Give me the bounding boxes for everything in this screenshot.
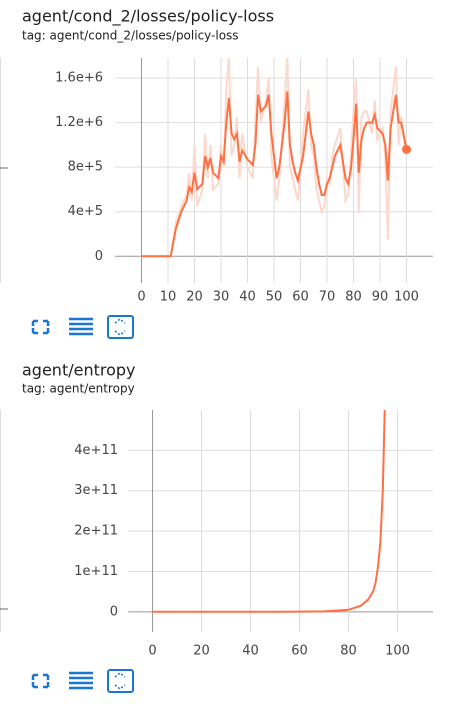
x-tick-label: 100 xyxy=(385,644,410,659)
y-tick-label: 3e+11 xyxy=(74,483,118,498)
x-tick-label: 10 xyxy=(160,290,177,305)
y-tick-label: 8e+5 xyxy=(68,160,103,175)
chart-subtitle: tag: agent/cond_2/losses/policy-loss xyxy=(22,29,239,43)
x-tick-label: 20 xyxy=(193,644,210,659)
x-tick-label: 0 xyxy=(148,644,156,659)
x-tick-label: 40 xyxy=(239,290,256,305)
series-line xyxy=(152,410,386,613)
y-tick-label: 0 xyxy=(110,604,118,619)
series-line xyxy=(141,91,408,258)
fit-domain-button[interactable] xyxy=(107,315,134,339)
x-tick-label: 60 xyxy=(291,644,308,659)
x-tick-label: 50 xyxy=(266,290,283,305)
y-tick-label: 0 xyxy=(95,249,103,264)
neighbor-edges xyxy=(0,58,8,632)
x-tick-label: 0 xyxy=(137,290,145,305)
fit-domain-icon xyxy=(114,672,126,690)
y-tick-label: 2e+11 xyxy=(74,524,118,539)
y-tick-label: 1.2e+6 xyxy=(55,115,103,130)
x-tick-label: 80 xyxy=(340,644,357,659)
x-tick-label: 30 xyxy=(213,290,230,305)
chart-title: agent/cond_2/losses/policy-loss xyxy=(22,7,274,27)
toolbar xyxy=(31,669,134,693)
x-tick-label: 80 xyxy=(345,290,362,305)
fullscreen-button[interactable] xyxy=(31,319,50,335)
x-tick-label: 60 xyxy=(292,290,309,305)
last-point xyxy=(402,144,411,154)
chart-title: agent/entropy xyxy=(22,361,136,380)
chart-subtitle: tag: agent/entropy xyxy=(22,382,135,396)
x-tick-label: 40 xyxy=(242,644,259,659)
x-tick-label: 90 xyxy=(372,290,389,305)
x-tick-label: 20 xyxy=(186,290,203,305)
y-tick-label: 4e+5 xyxy=(68,204,103,219)
toolbar xyxy=(31,315,134,339)
fit-domain-button[interactable] xyxy=(107,669,134,693)
toggle-log-button[interactable] xyxy=(69,671,93,690)
y-tick-label: 1e+11 xyxy=(74,564,118,579)
fullscreen-button[interactable] xyxy=(31,673,50,689)
y-tick-label: 4e+11 xyxy=(74,443,118,458)
x-tick-label: 70 xyxy=(319,290,336,305)
fit-domain-icon xyxy=(114,318,126,336)
toggle-log-button[interactable] xyxy=(69,317,93,336)
y-tick-label: 1.6e+6 xyxy=(55,71,103,86)
x-tick-label: 100 xyxy=(394,290,419,305)
